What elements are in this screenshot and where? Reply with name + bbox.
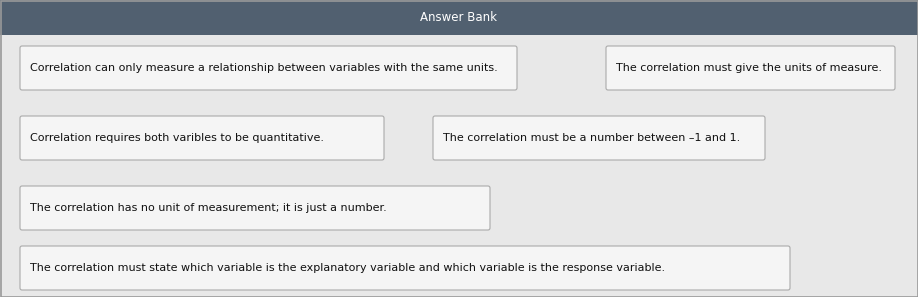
FancyBboxPatch shape <box>20 186 490 230</box>
Text: The correlation must state which variable is the explanatory variable and which : The correlation must state which variabl… <box>30 263 666 273</box>
Text: Correlation requires both varibles to be quantitative.: Correlation requires both varibles to be… <box>30 133 324 143</box>
Text: The correlation has no unit of measurement; it is just a number.: The correlation has no unit of measureme… <box>30 203 386 213</box>
FancyBboxPatch shape <box>20 246 790 290</box>
Text: The correlation must be a number between –1 and 1.: The correlation must be a number between… <box>443 133 740 143</box>
FancyBboxPatch shape <box>433 116 765 160</box>
Text: The correlation must give the units of measure.: The correlation must give the units of m… <box>616 63 882 73</box>
FancyBboxPatch shape <box>20 46 517 90</box>
FancyBboxPatch shape <box>606 46 895 90</box>
FancyBboxPatch shape <box>0 0 918 35</box>
FancyBboxPatch shape <box>20 116 384 160</box>
Text: Correlation can only measure a relationship between variables with the same unit: Correlation can only measure a relations… <box>30 63 498 73</box>
Text: Answer Bank: Answer Bank <box>420 11 498 24</box>
